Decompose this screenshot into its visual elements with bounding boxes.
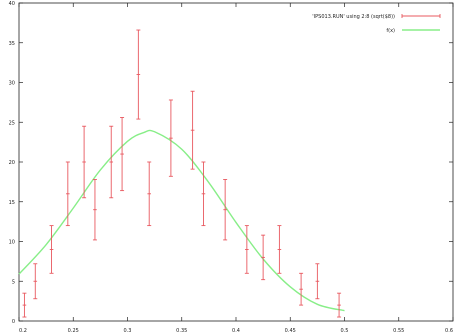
data-point xyxy=(147,161,152,227)
legend: 'IPS013.RUN' using 2:8 (sqrt($8)) f(x) xyxy=(312,14,441,34)
y-tick-label: 30 xyxy=(9,81,15,87)
y-axis: 0 5 10 15 20 25 30 35 40 xyxy=(9,1,453,325)
data-point xyxy=(49,225,54,274)
x-axis: 0.2 0.25 0.3 0.35 0.4 0.45 0.5 0.55 0.6 xyxy=(18,3,454,334)
y-tick-label: 40 xyxy=(9,1,15,7)
data-point xyxy=(201,161,206,227)
fit-curve-line xyxy=(18,129,345,312)
data-point xyxy=(315,263,320,300)
data-point xyxy=(299,272,304,306)
x-tick-label: 0.2 xyxy=(19,328,27,334)
x-tick-label: 0.45 xyxy=(285,328,296,334)
data-point xyxy=(82,125,87,199)
y-tick-label: 25 xyxy=(9,120,15,126)
data-point xyxy=(109,125,114,199)
data-point xyxy=(120,117,125,192)
x-tick-label: 0.25 xyxy=(68,328,79,334)
data-point xyxy=(190,90,195,170)
data-point xyxy=(22,292,27,318)
x-tick-label: 0.5 xyxy=(341,328,349,334)
data-point xyxy=(223,179,228,241)
y-tick-label: 0 xyxy=(12,319,15,325)
x-tick-label: 0.55 xyxy=(393,328,404,334)
data-point xyxy=(65,161,70,227)
y-tick-label: 5 xyxy=(12,279,15,285)
x-tick-label: 0.6 xyxy=(445,328,453,334)
x-tick-label: 0.3 xyxy=(124,328,132,334)
data-point xyxy=(33,263,38,300)
x-tick-label: 0.4 xyxy=(232,328,240,334)
y-tick-label: 10 xyxy=(9,240,15,246)
data-point xyxy=(277,225,282,274)
legend-label: 'IPS013.RUN' using 2:8 (sqrt($8)) xyxy=(312,14,395,20)
y-tick-label: 35 xyxy=(9,41,15,47)
data-point xyxy=(261,234,266,281)
data-point xyxy=(136,29,141,120)
y-tick-label: 20 xyxy=(9,160,15,166)
series-layer xyxy=(18,29,345,318)
x-tick-label: 0.35 xyxy=(176,328,187,334)
y-tick-label: 15 xyxy=(9,200,15,206)
data-point xyxy=(337,292,342,318)
data-point xyxy=(168,99,173,177)
legend-label: f(x) xyxy=(386,28,395,34)
data-point xyxy=(92,179,97,241)
data-point xyxy=(244,225,249,274)
